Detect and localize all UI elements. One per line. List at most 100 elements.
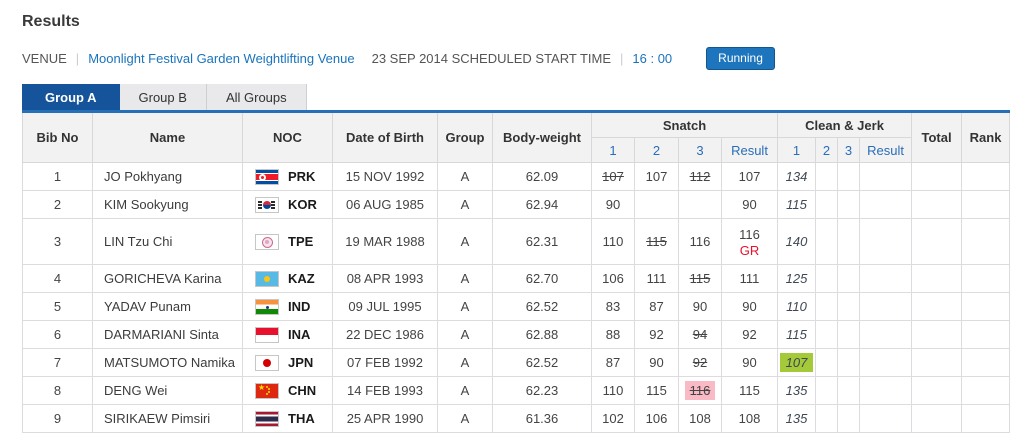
page-title: Results: [22, 13, 80, 30]
cj-attempt-cell: 125: [777, 264, 817, 293]
snatch-attempt-cell: 92: [678, 348, 722, 377]
cj-attempt-cell: [837, 292, 861, 321]
group-cell: A: [437, 162, 493, 191]
cj-result-cell: [859, 404, 913, 433]
noc-cell: IND: [242, 292, 333, 321]
dob-cell: 14 FEB 1993: [332, 376, 438, 405]
tab-group-a[interactable]: Group A: [22, 84, 120, 110]
rank-cell: [961, 264, 1011, 293]
snatch-attempt-3-header: 3: [678, 137, 722, 163]
snatch-result-cell: 90: [720, 292, 779, 321]
noc-cell: THA: [242, 404, 333, 433]
bodyweight-cell: 62.70: [492, 264, 592, 293]
bodyweight-cell: 62.31: [492, 218, 592, 265]
noc-code: THA: [288, 411, 315, 427]
snatch-attempt-cell: 110: [591, 218, 635, 265]
snatch-attempt-cell: 87: [591, 348, 635, 377]
snatch-attempt-cell: 90: [591, 190, 635, 219]
rank-cell: [961, 292, 1011, 321]
bib-cell: 6: [22, 320, 93, 349]
snatch-attempt-cell: 106: [591, 264, 635, 293]
group-header: Group: [437, 111, 493, 163]
status-badge[interactable]: Running: [706, 46, 775, 70]
total-cell: [911, 292, 963, 321]
flag-icon: [255, 233, 279, 250]
cj-result-cell: [859, 162, 913, 191]
snatch-header: Snatch: [590, 111, 779, 138]
snatch-result-cell: 92: [720, 320, 779, 349]
snatch-attempt-2-header: 2: [634, 137, 679, 163]
bodyweight-cell: 62.09: [492, 162, 592, 191]
cj-result-cell: [859, 320, 913, 349]
rank-cell: [961, 348, 1011, 377]
table-row: 2 KIM Sookyung KOR 06 AUG 1985 A 62.94 9…: [22, 190, 1011, 219]
record-note: GR: [739, 242, 760, 258]
name-cell: DENG Wei: [92, 376, 243, 405]
cj-attempt-2-header: 2: [815, 137, 839, 163]
group-cell: A: [437, 190, 493, 219]
cj-attempt-cell: [815, 348, 839, 377]
separator: |: [620, 50, 624, 66]
bib-cell: 9: [22, 404, 93, 433]
cj-attempt-cell: [837, 218, 861, 265]
bib-cell: 2: [22, 190, 93, 219]
snatch-result-cell: 108: [720, 404, 779, 433]
snatch-attempt-cell: 88: [591, 320, 635, 349]
group-cell: A: [437, 404, 493, 433]
tab-all-groups[interactable]: All Groups: [206, 84, 307, 110]
name-cell: KIM Sookyung: [92, 190, 243, 219]
dob-cell: 08 APR 1993: [332, 264, 438, 293]
dob-cell: 25 APR 1990: [332, 404, 438, 433]
bodyweight-header: Body-weight: [492, 111, 592, 163]
total-cell: [911, 404, 963, 433]
group-cell: A: [437, 376, 493, 405]
venue-link[interactable]: Moonlight Festival Garden Weightlifting …: [88, 50, 355, 66]
cj-attempt-cell: [837, 162, 861, 191]
total-cell: [911, 218, 963, 265]
snatch-attempt-cell: 111: [634, 264, 679, 293]
cj-attempt-cell: [837, 190, 861, 219]
cj-result-header: Result: [859, 137, 913, 163]
rank-cell: [961, 320, 1011, 349]
cj-attempt-cell: [815, 264, 839, 293]
noc-cell: PRK: [242, 162, 333, 191]
table-row: 4 GORICHEVA Karina KAZ 08 APR 1993 A 62.…: [22, 264, 1011, 293]
flag-icon: [255, 270, 279, 287]
snatch-attempt-cell: 115: [634, 376, 679, 405]
bib-cell: 4: [22, 264, 93, 293]
bib-cell: 5: [22, 292, 93, 321]
table-row: 8 DENG Wei CHN 14 FEB 1993 A 62.23 110 1…: [22, 376, 1011, 405]
results-table: Bib No Name NOC Date of Birth Group Body…: [22, 110, 1011, 433]
cj-result-cell: [859, 348, 913, 377]
event-meta: VENUE | Moonlight Festival Garden Weight…: [22, 46, 1016, 70]
snatch-result-cell: 116 GR: [720, 218, 779, 265]
group-cell: A: [437, 320, 493, 349]
dob-cell: 15 NOV 1992: [332, 162, 438, 191]
tab-group-b[interactable]: Group B: [119, 84, 207, 110]
venue-label: VENUE: [22, 50, 67, 66]
flag-icon: [255, 410, 279, 427]
bodyweight-cell: 62.88: [492, 320, 592, 349]
total-header: Total: [911, 111, 963, 163]
cj-attempt-cell: [815, 292, 839, 321]
snatch-attempt-cell: 107: [634, 162, 679, 191]
cj-attempt-cell: [815, 404, 839, 433]
cj-attempt-cell: [815, 218, 839, 265]
start-time: 16 : 00: [632, 50, 673, 66]
snatch-attempt-cell: 92: [634, 320, 679, 349]
flag-icon: [255, 382, 279, 399]
snatch-attempt-cell: 108: [678, 404, 722, 433]
noc-code: KOR: [288, 197, 317, 213]
cj-attempt-cell: [837, 348, 861, 377]
noc-code: CHN: [288, 383, 317, 399]
dob-cell: 06 AUG 1985: [332, 190, 438, 219]
cj-attempt-cell: [837, 320, 861, 349]
cj-attempt-cell: [815, 376, 839, 405]
name-cell: MATSUMOTO Namika: [92, 348, 243, 377]
cj-result-cell: [859, 264, 913, 293]
cj-attempt-cell: 135: [777, 404, 817, 433]
cj-attempt-3-header: 3: [837, 137, 861, 163]
bib-cell: 1: [22, 162, 93, 191]
flag-icon: [255, 326, 279, 343]
cj-attempt-cell: [815, 190, 839, 219]
